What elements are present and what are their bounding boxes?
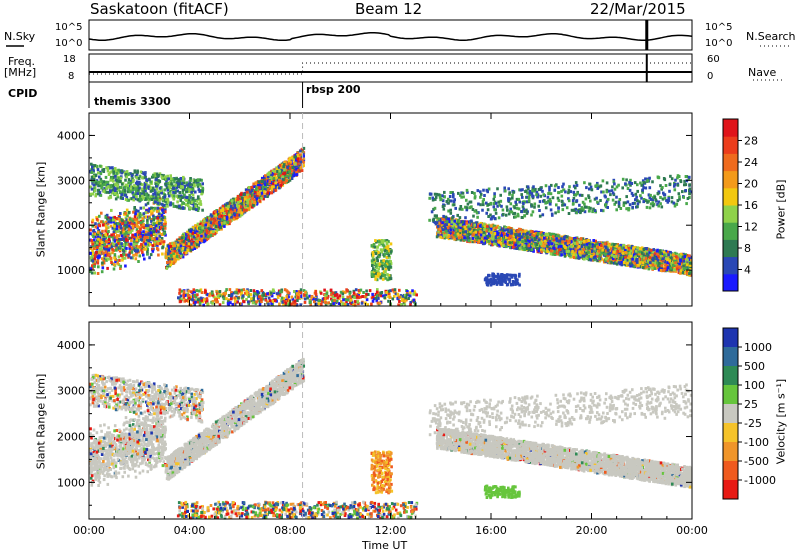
velocity-panel-colorbar-segment-5: [723, 423, 738, 443]
date-title: 22/Mar/2015: [590, 0, 686, 18]
freq-tick-bottom: 8: [68, 71, 75, 82]
power-panel-colorbar-segment-1: [723, 256, 738, 275]
velocity-panel-ytick-label-3: 1000: [57, 476, 85, 489]
power-panel-colorbar-label-4: 12: [744, 221, 758, 234]
station-title: Saskatoon (fitACF): [90, 0, 229, 18]
power-panel-colorbar-label-0: 28: [744, 135, 758, 148]
velocity-panel-ytick-label-2: 2000: [57, 431, 85, 444]
xtick-label-2: 08:00: [274, 524, 306, 537]
xtick-label-5: 20:00: [576, 524, 608, 537]
velocity-panel-cells: [89, 357, 693, 520]
freq-tick-top: 18: [63, 54, 76, 65]
velocity-panel-colorbar-segment-2: [723, 366, 738, 386]
freq-label-2: [MHz]: [4, 66, 37, 79]
nsearch-tick-bottom: 10^0: [705, 38, 733, 49]
nave-tick-bottom: 0: [707, 71, 714, 82]
beam-title: Beam 12: [355, 0, 423, 18]
nsky-tick-bottom: 10^0: [55, 38, 83, 49]
power-panel-colorbar-segment-9: [723, 119, 738, 137]
xtick-label-6: 00:00: [676, 524, 708, 537]
velocity-panel-colorbar-segment-4: [723, 404, 738, 424]
power-panel-colorbar-label-3: 16: [744, 199, 758, 212]
power-panel-ytick-label-0: 4000: [57, 129, 85, 142]
velocity-panel-ytick-label-0: 4000: [57, 339, 85, 352]
power-panel-colorbar-label-6: 4: [744, 264, 751, 277]
nsearch-tick-top: 10^5: [705, 22, 733, 33]
nave-tick-top: 60: [707, 54, 720, 65]
velocity-panel-colorbar-frame: [722, 327, 739, 500]
power-panel-colorbar-segment-2: [723, 239, 738, 258]
nsky-panel-frame: [88, 19, 693, 51]
power-panel-cells: [89, 146, 693, 307]
cpid-label: CPID: [8, 87, 38, 100]
xtick-label-3: 12:00: [375, 524, 407, 537]
velocity-panel-colorbar-label-5: -100: [744, 436, 769, 449]
nsearch-label: N.Search: [746, 30, 796, 43]
velocity-panel-colorbar-label-1: 500: [744, 360, 765, 373]
velocity-panel-colorbar-label-0: 1000: [744, 341, 772, 354]
velocity-panel-colorbar-label-7: -1000: [744, 474, 776, 487]
velocity-panel-colorbar-segment-6: [723, 442, 738, 462]
velocity-panel-colorbar-segment-1: [723, 347, 738, 367]
xtick-label-1: 04:00: [174, 524, 206, 537]
velocity-panel-ytick-label-1: 3000: [57, 385, 85, 398]
nsky-tick-top: 10^5: [55, 22, 83, 33]
velocity-panel-colorbar-segment-7: [723, 461, 738, 481]
power-panel-colorbar-segment-5: [723, 187, 738, 206]
power-panel-colorbar-segment-0: [723, 273, 738, 292]
xtick-label-0: 00:00: [73, 524, 105, 537]
power-panel-ytick-label-2: 2000: [57, 219, 85, 232]
nsky-line: [88, 31, 693, 42]
velocity-panel-colorbar-segment-3: [723, 385, 738, 405]
power-panel-colorbar-segment-8: [723, 136, 738, 154]
xtick-label-4: 16:00: [475, 524, 507, 537]
freq-label-1: Freq.: [8, 55, 36, 68]
xaxis-label: Time UT: [362, 539, 408, 552]
nave-label: Nave: [748, 66, 777, 79]
power-panel-colorbar-segment-3: [723, 222, 738, 240]
power-panel-colorbar-segment-7: [723, 153, 738, 172]
cpid-entry-1: themis 3300: [94, 95, 171, 108]
power-panel-ytick-label-3: 1000: [57, 264, 85, 277]
power-panel-colorbar-label-5: 8: [744, 242, 751, 255]
velocity-panel-colorbar-segment-0: [723, 328, 738, 348]
velocity-panel-colorbar-label-6: -500: [744, 455, 769, 468]
power-panel-colorbar-label-1: 24: [744, 156, 758, 169]
power-panel-colorbar-label-2: 20: [744, 178, 758, 191]
nsky-label: N.Sky: [4, 30, 36, 43]
velocity-panel-colorbar-segment-8: [723, 480, 738, 500]
velocity-panel-colorbar-label-2: 100: [744, 379, 765, 392]
power-panel-colorbar-segment-6: [723, 170, 738, 189]
power-panel-ytick-label-1: 3000: [57, 174, 85, 187]
power-panel-colorbar-segment-4: [723, 205, 738, 223]
velocity-panel-colorbar-label-3: 25: [744, 398, 758, 411]
velocity-panel-colorbar-label-4: -25: [744, 417, 762, 430]
cpid-entry-2: rbsp 200: [306, 83, 361, 96]
freq-panel-frame: [88, 53, 693, 83]
